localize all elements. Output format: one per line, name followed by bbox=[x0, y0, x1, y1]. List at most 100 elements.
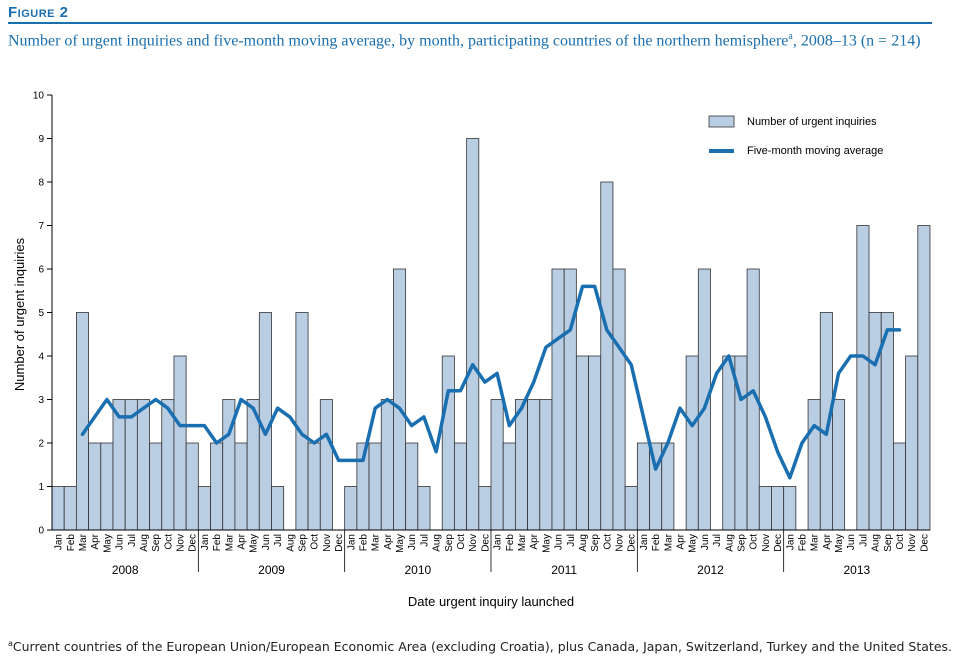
x-tick-label: Oct bbox=[895, 534, 906, 550]
x-tick-label: Sep bbox=[297, 534, 308, 552]
bar bbox=[502, 442, 516, 531]
footnote: aCurrent countries of the European Union… bbox=[8, 636, 958, 654]
x-tick-label: Dec bbox=[627, 534, 638, 552]
x-tick-label: Dec bbox=[919, 534, 930, 552]
figure-title-footnote-marker: a bbox=[788, 31, 793, 42]
x-tick-label: Oct bbox=[602, 534, 613, 550]
bar bbox=[588, 355, 602, 531]
y-tick-label: 7 bbox=[38, 221, 44, 232]
bar-series bbox=[51, 138, 931, 531]
bar bbox=[478, 486, 492, 531]
x-tick-label: Nov bbox=[615, 534, 626, 552]
bar bbox=[563, 268, 577, 531]
x-tick-label: Aug bbox=[139, 534, 150, 552]
bar bbox=[149, 442, 163, 531]
x-tick-label: Jan bbox=[54, 534, 65, 550]
x-tick-label: Mar bbox=[810, 533, 821, 551]
x-tick-label: Jan bbox=[346, 534, 357, 550]
x-tick-label: Sep bbox=[590, 534, 601, 552]
x-tick-label: Oct bbox=[163, 534, 174, 550]
x-tick-label: Mar bbox=[78, 533, 89, 551]
year-label: 2010 bbox=[404, 563, 431, 577]
bar bbox=[173, 355, 187, 531]
bar bbox=[722, 355, 736, 531]
x-tick-label: Jan bbox=[200, 534, 211, 550]
bar bbox=[783, 486, 797, 531]
bar bbox=[307, 442, 321, 531]
x-tick-label: Mar bbox=[517, 533, 528, 551]
x-tick-label: Mar bbox=[371, 533, 382, 551]
x-tick-label: Feb bbox=[505, 534, 516, 552]
bar bbox=[856, 225, 870, 531]
x-tick-label: Jun bbox=[115, 534, 126, 550]
x-tick-label: Jan bbox=[639, 534, 650, 550]
bar bbox=[807, 399, 821, 531]
bar bbox=[75, 312, 89, 531]
x-tick-label: Nov bbox=[176, 534, 187, 552]
bar bbox=[758, 486, 772, 531]
x-tick-label: Jun bbox=[407, 534, 418, 550]
x-tick-label: Apr bbox=[383, 533, 394, 549]
x-tick-label: Nov bbox=[761, 534, 772, 552]
bar bbox=[319, 399, 333, 531]
bar bbox=[685, 355, 699, 531]
x-tick-label: Oct bbox=[456, 534, 467, 550]
bar bbox=[380, 399, 394, 531]
bar bbox=[527, 399, 541, 531]
x-tick-label: Apr bbox=[529, 533, 540, 549]
x-tick-label: Jul bbox=[858, 534, 869, 547]
year-label: 2008 bbox=[112, 563, 139, 577]
x-tick-label: Oct bbox=[310, 534, 321, 550]
x-tick-label: Feb bbox=[651, 534, 662, 552]
x-tick-label: Oct bbox=[749, 534, 760, 550]
bar bbox=[112, 399, 126, 531]
x-tick-label: Jun bbox=[846, 534, 857, 550]
footnote-text: Current countries of the European Union/… bbox=[12, 639, 952, 655]
figure-title-text: Number of urgent inquiries and five-mont… bbox=[8, 32, 789, 50]
bar bbox=[600, 181, 614, 531]
x-tick-label: Aug bbox=[724, 534, 735, 552]
bar bbox=[868, 312, 882, 531]
x-tick-label: May bbox=[395, 534, 406, 553]
year-label: 2013 bbox=[843, 563, 870, 577]
y-tick-label: 0 bbox=[38, 526, 44, 537]
bar bbox=[612, 268, 626, 531]
y-tick-label: 3 bbox=[38, 395, 44, 406]
y-tick-label: 4 bbox=[38, 352, 44, 363]
year-label: 2011 bbox=[551, 563, 577, 577]
bar bbox=[832, 399, 846, 531]
bar bbox=[514, 399, 528, 531]
y-tick-label: 6 bbox=[38, 265, 44, 276]
bar bbox=[417, 486, 431, 531]
x-tick-label: Feb bbox=[212, 534, 223, 552]
x-tick-label: Aug bbox=[871, 534, 882, 552]
y-tick-label: 8 bbox=[38, 178, 44, 189]
year-label: 2009 bbox=[258, 563, 285, 577]
figure-title-tail: , 2008–13 (n = 214) bbox=[792, 32, 921, 50]
x-tick-label: May bbox=[102, 534, 113, 553]
x-tick-label: Sep bbox=[151, 534, 162, 552]
bar bbox=[917, 225, 931, 531]
bar bbox=[624, 486, 638, 531]
bar bbox=[905, 355, 919, 531]
x-tick-label: Sep bbox=[883, 534, 894, 552]
legend-bar-label: Number of urgent inquiries bbox=[747, 116, 877, 128]
x-tick-label: Sep bbox=[736, 534, 747, 552]
x-tick-label: May bbox=[249, 534, 260, 553]
bar bbox=[454, 442, 468, 531]
x-tick-label: Feb bbox=[358, 534, 369, 552]
x-tick-label: Apr bbox=[237, 533, 248, 549]
x-tick-label: Jul bbox=[566, 534, 577, 547]
figure-rule bbox=[8, 22, 932, 24]
x-tick-label: Jul bbox=[273, 534, 284, 547]
x-tick-label: Nov bbox=[322, 534, 333, 552]
x-tick-label: Jul bbox=[127, 534, 138, 547]
bar bbox=[185, 442, 199, 531]
bar bbox=[124, 399, 138, 531]
bar bbox=[539, 399, 553, 531]
bar bbox=[893, 442, 907, 531]
footnote-marker: a bbox=[8, 639, 13, 648]
bar bbox=[405, 442, 419, 531]
bar bbox=[771, 486, 785, 531]
